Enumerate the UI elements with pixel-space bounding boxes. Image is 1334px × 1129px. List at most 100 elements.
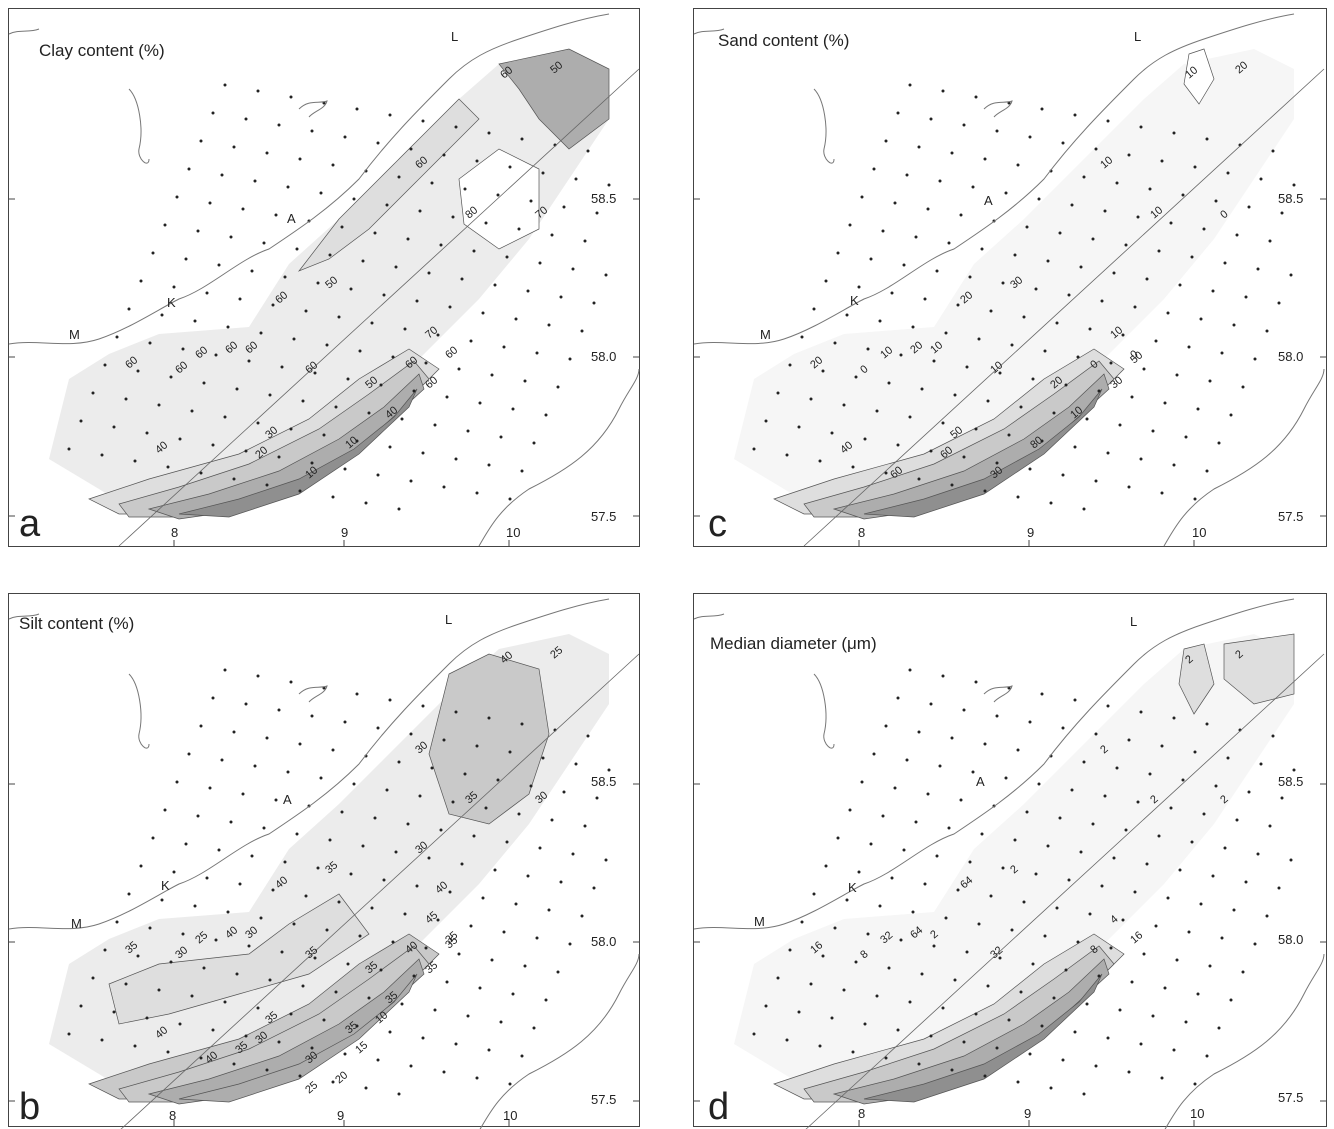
station-dot (217, 848, 221, 852)
station-dot (1067, 878, 1071, 882)
station-dot (592, 301, 596, 305)
lat-tick-58-5: 58.5 (591, 191, 617, 206)
station-dot (592, 886, 596, 890)
station-dot (1220, 351, 1224, 355)
station-dot (926, 792, 930, 796)
station-dot (541, 756, 545, 760)
station-dot (1043, 934, 1047, 938)
station-dot (974, 427, 978, 431)
station-dot (1019, 990, 1023, 994)
transect-line (803, 68, 1325, 547)
station-dot (355, 1024, 359, 1028)
station-dot (1079, 265, 1083, 269)
station-dot (148, 926, 152, 930)
station-dot (1214, 784, 1218, 788)
station-dot (331, 163, 335, 167)
station-dot (403, 327, 407, 331)
station-dot (415, 884, 419, 888)
station-dot (854, 375, 858, 379)
station-dot (1109, 361, 1113, 365)
station-dot (292, 337, 296, 341)
station-dot (265, 1068, 269, 1072)
station-dot (881, 814, 885, 818)
panel-letter: b (19, 1086, 41, 1128)
station-dot (544, 413, 548, 417)
station-dot (568, 357, 572, 361)
station-dot (388, 113, 392, 117)
station-dot (160, 313, 164, 317)
station-dot (526, 874, 530, 878)
station-dot (166, 1050, 170, 1054)
station-dot (1046, 259, 1050, 263)
station-dot (520, 469, 524, 473)
station-dot (394, 850, 398, 854)
station-dot (1166, 311, 1170, 315)
station-dot (1178, 283, 1182, 287)
station-dot (376, 1058, 380, 1062)
station-dot (800, 335, 804, 339)
station-dot (1106, 119, 1110, 123)
station-dot (574, 762, 578, 766)
station-dot (950, 483, 954, 487)
station-dot (256, 89, 260, 93)
station-dot (184, 842, 188, 846)
station-dot (1136, 800, 1140, 804)
station-dot (1094, 147, 1098, 151)
station-dot (986, 984, 990, 988)
station-dot (328, 253, 332, 257)
islet-outline (298, 685, 328, 703)
place-label-k: K (161, 878, 170, 893)
station-dot (220, 758, 224, 762)
station-dot (938, 179, 942, 183)
station-dot (235, 972, 239, 976)
station-dot (1190, 840, 1194, 844)
station-dot (1151, 429, 1155, 433)
station-dot (956, 888, 960, 892)
station-dot (890, 291, 894, 295)
station-dot (232, 730, 236, 734)
station-dot (418, 209, 422, 213)
station-dot (571, 267, 575, 271)
station-dot (869, 257, 873, 261)
station-dot (283, 275, 287, 279)
station-dot (977, 337, 981, 341)
station-dot (1061, 1058, 1065, 1062)
station-dot (998, 956, 1002, 960)
station-dot (442, 153, 446, 157)
station-dot (238, 882, 242, 886)
station-dot (917, 477, 921, 481)
station-dot (1004, 191, 1008, 195)
station-dot (172, 870, 176, 874)
station-dot (1193, 750, 1197, 754)
station-dot (496, 778, 500, 782)
station-dot (902, 848, 906, 852)
station-dot (352, 197, 356, 201)
place-label-a: A (287, 211, 296, 226)
station-dot (67, 447, 71, 451)
station-dot (965, 365, 969, 369)
station-dot (812, 307, 816, 311)
station-dot (409, 479, 413, 483)
station-dot (223, 415, 227, 419)
sampling-area (734, 49, 1294, 514)
station-dot (1247, 205, 1251, 209)
map-panel-clay: 60 50 60 80 70 70 60 60 60 60 60 60 60 60 60 50 40 30 20 10… (8, 8, 640, 547)
station-dot (349, 287, 353, 291)
station-dot (1148, 772, 1152, 776)
station-dot (232, 477, 236, 481)
station-dot (869, 842, 873, 846)
station-dot (442, 1070, 446, 1074)
station-dot (220, 173, 224, 177)
station-dot (409, 147, 413, 151)
station-dot (1109, 946, 1113, 950)
station-dot (935, 854, 939, 858)
station-dot (1070, 788, 1074, 792)
station-dot (1163, 986, 1167, 990)
station-dot (1226, 171, 1230, 175)
station-dot (830, 1016, 834, 1020)
station-dot (959, 213, 963, 217)
station-dot (1121, 918, 1125, 922)
station-dot (595, 211, 599, 215)
